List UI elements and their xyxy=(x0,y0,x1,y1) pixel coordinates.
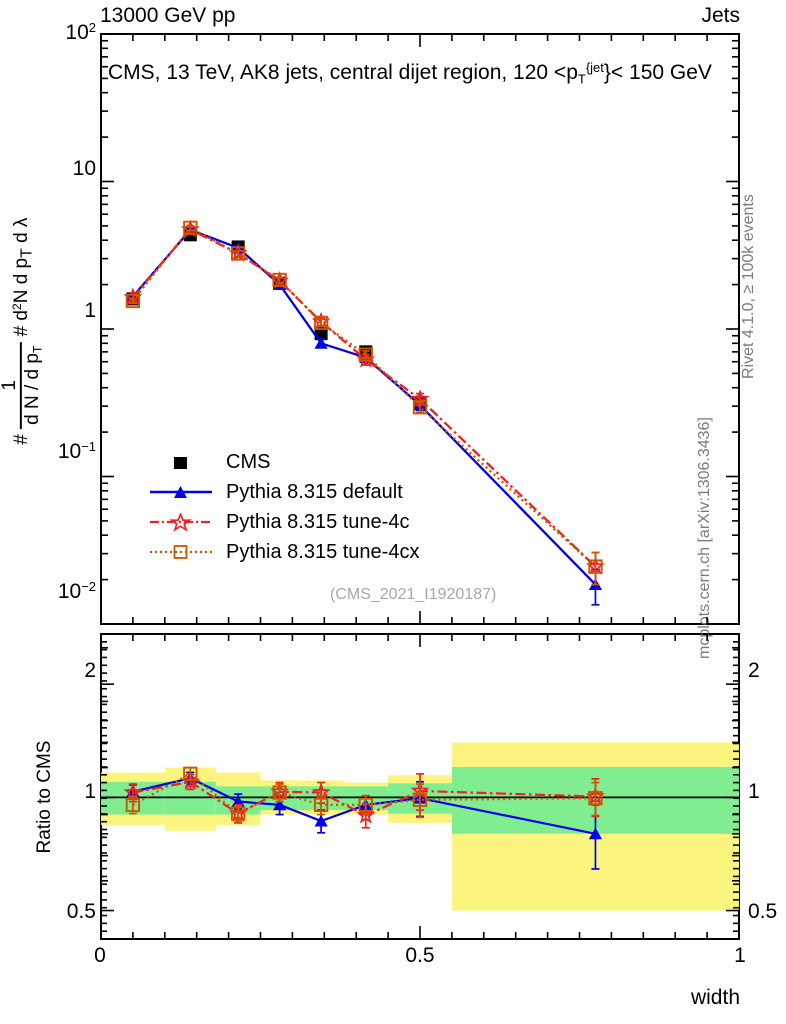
xtick-label-1: 1 xyxy=(734,944,746,967)
plot-title-sup: {jet xyxy=(585,60,604,75)
ratio-ytick-label-05-right: 0.5 xyxy=(748,900,778,923)
ratio-marker-2-7 xyxy=(588,791,603,806)
ratio-marker-2-5 xyxy=(358,797,373,813)
ratio-line-2 xyxy=(132,772,596,815)
main-marker-3-1 xyxy=(183,220,198,236)
ratio-marker-0-2 xyxy=(231,795,245,807)
ytick-label-1: 1 xyxy=(84,299,96,322)
plot-title: CMS, 13 TeV, AK8 jets, central dijet reg… xyxy=(108,60,712,87)
legend-item-tune4c[interactable]: Pythia 8.315 tune-4c xyxy=(150,507,419,537)
main-marker-3-0 xyxy=(125,293,141,309)
ratio-ytick-label-1-left: 1 xyxy=(84,780,96,803)
main-series-layer xyxy=(123,219,605,606)
main-marker-3-7 xyxy=(588,559,603,574)
legend-label-tune4cx: Pythia 8.315 tune-4cx xyxy=(226,540,420,563)
ratio-marker-0-4 xyxy=(314,814,328,827)
legend-key-tune4cx xyxy=(150,539,212,565)
plot-title-prefix: CMS, 13 TeV, AK8 jets, central dijet reg… xyxy=(108,61,578,85)
ratio-ytick-label-2-left: 2 xyxy=(84,659,96,682)
ratio-series-layer xyxy=(123,766,605,870)
xtick-label-0: 0 xyxy=(94,944,106,967)
ytick-label-1e-2: 10−2 xyxy=(57,579,96,604)
legend-item-default[interactable]: Pythia 8.315 default xyxy=(150,477,419,507)
plot-title-suffix: }< 150 GeV xyxy=(603,61,712,85)
plot-title-sub: T xyxy=(577,71,586,87)
ratio-line-0 xyxy=(132,776,596,835)
legend-label-default: Pythia 8.315 default xyxy=(226,480,403,503)
ratio-marker-2-2 xyxy=(231,806,246,821)
main-line-3 xyxy=(131,226,597,568)
xtick-label-05: 0.5 xyxy=(405,944,435,967)
analysis-group-label: Jets xyxy=(701,4,740,27)
main-marker-3-5 xyxy=(358,347,373,362)
ratio-marker-0-7 xyxy=(588,827,603,840)
ratio-marker-2-1 xyxy=(183,766,198,781)
ratio-marker-2-3 xyxy=(272,785,287,800)
main-marker-3-6 xyxy=(412,400,428,415)
legend-label-cms: CMS xyxy=(226,450,271,473)
analysis-id-watermark: (CMS_2021_I1920187) xyxy=(330,586,497,603)
legend-item-tune4cx[interactable]: Pythia 8.315 tune-4cx xyxy=(150,537,419,567)
ratio-marker-2-0 xyxy=(125,797,141,813)
legend: CMS Pythia 8.315 default Pythia 8.315 tu… xyxy=(150,447,419,567)
legend-key-tune4c xyxy=(150,509,212,535)
main-line-2 xyxy=(132,228,597,568)
ratio-line-1 xyxy=(132,780,596,817)
ratio-ytick-label-1-right: 1 xyxy=(748,780,760,803)
legend-label-tune4c: Pythia 8.315 tune-4c xyxy=(226,510,410,533)
ytick-label-10: 10 xyxy=(72,157,96,180)
ratio-ytick-label-2-right: 2 xyxy=(748,659,760,682)
main-marker-3-3 xyxy=(272,272,287,288)
ytick-label-1e-1: 10−1 xyxy=(57,439,96,464)
axis-tick-layer xyxy=(100,33,740,940)
ratio-ytick-label-05-left: 0.5 xyxy=(66,900,96,923)
ytick-label-1e2: 102 xyxy=(65,20,96,45)
beam-energy-label: 13000 GeV pp xyxy=(100,4,236,27)
ratio-marker-0-3 xyxy=(273,798,287,811)
main-marker-3-4 xyxy=(313,315,329,331)
main-marker-1-4 xyxy=(314,336,328,349)
main-marker-3-2 xyxy=(231,246,246,261)
ratio-marker-2-4 xyxy=(313,797,329,813)
legend-key-default xyxy=(150,479,212,505)
legend-key-cms xyxy=(150,449,212,475)
xaxis-title: width xyxy=(690,986,740,1009)
ratio-marker-1-5 xyxy=(356,805,376,824)
ratio-marker-2-6 xyxy=(412,792,428,807)
legend-item-cms[interactable]: CMS xyxy=(150,447,419,477)
